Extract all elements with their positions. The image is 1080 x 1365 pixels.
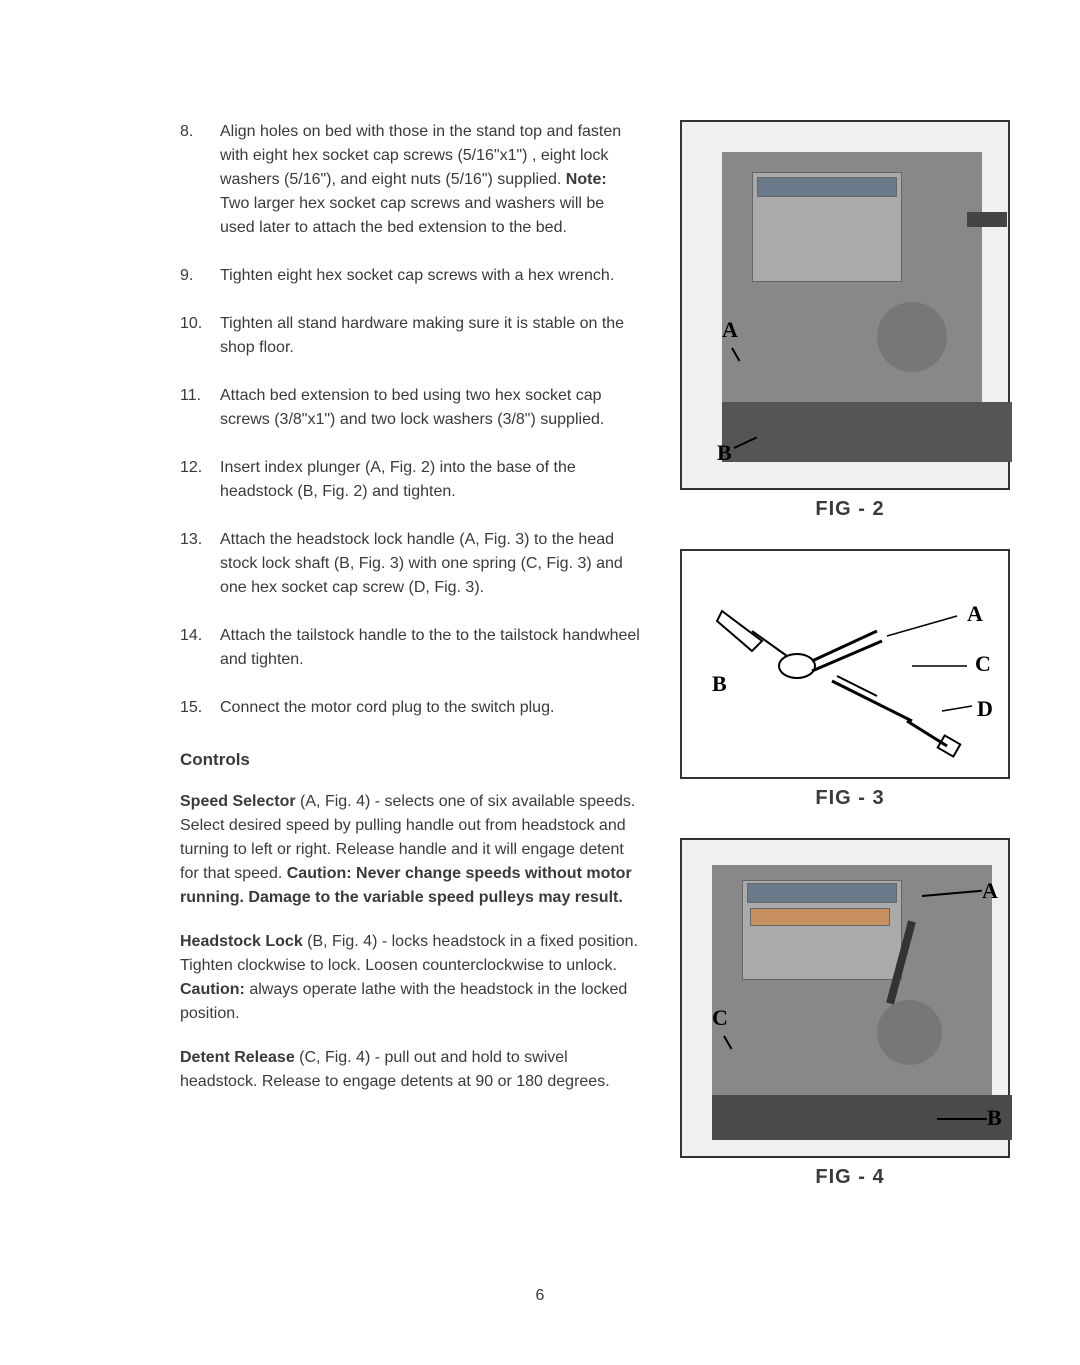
control-paragraph-0: Speed Selector (A, Fig. 4) - selects one… [180,790,640,910]
fig2-label-b: B [717,440,732,466]
fig2-caption: FIG - 2 [680,498,1020,521]
fig3-label-b: B [712,671,727,697]
list-item-12: 12.Insert index plunger (A, Fig. 2) into… [180,456,640,504]
fig3-diagram [682,551,1012,781]
fig3-label-d: D [977,696,993,722]
fig4-caption: FIG - 4 [680,1166,1020,1189]
control-paragraph-2: Detent Release (C, Fig. 4) - pull out an… [180,1046,640,1094]
fig2-label-a: A [722,317,738,343]
controls-paragraphs: Speed Selector (A, Fig. 4) - selects one… [180,790,640,1094]
figure-4: A B C [680,838,1010,1158]
list-item-13: 13.Attach the headstock lock handle (A, … [180,528,640,600]
list-item-11: 11.Attach bed extension to bed using two… [180,384,640,432]
list-number: 13. [180,528,220,600]
right-column: A B FIG - 2 [680,120,1020,1217]
fig4-label-a: A [982,878,998,904]
list-item-15: 15.Connect the motor cord plug to the sw… [180,696,640,720]
figure-3: A B C D [680,549,1010,779]
list-number: 14. [180,624,220,672]
list-number: 12. [180,456,220,504]
list-number: 9. [180,264,220,288]
list-text: Tighten all stand hardware making sure i… [220,312,640,360]
fig3-caption: FIG - 3 [680,787,1020,810]
fig4-label-b: B [987,1105,1002,1131]
figure-4-image: A B C [682,840,1008,1156]
fig4-label-c: C [712,1005,728,1031]
list-item-14: 14.Attach the tailstock handle to the to… [180,624,640,672]
list-item-9: 9.Tighten eight hex socket cap screws wi… [180,264,640,288]
list-number: 15. [180,696,220,720]
list-text: Align holes on bed with those in the sta… [220,120,640,240]
list-number: 8. [180,120,220,240]
list-text: Attach the tailstock handle to the to th… [220,624,640,672]
list-text: Insert index plunger (A, Fig. 2) into th… [220,456,640,504]
left-column: 8.Align holes on bed with those in the s… [180,120,640,1217]
control-paragraph-1: Headstock Lock (B, Fig. 4) - locks heads… [180,930,640,1026]
controls-heading: Controls [180,750,640,770]
list-item-8: 8.Align holes on bed with those in the s… [180,120,640,240]
list-text: Attach bed extension to bed using two he… [220,384,640,432]
list-text: Attach the headstock lock handle (A, Fig… [220,528,640,600]
fig3-label-a: A [967,601,983,627]
list-text: Tighten eight hex socket cap screws with… [220,264,640,288]
figure-2: A B [680,120,1010,490]
page-number: 6 [536,1287,545,1305]
figure-3-image: A B C D [682,551,1008,777]
list-number: 10. [180,312,220,360]
figure-2-image: A B [682,122,1008,488]
list-number: 11. [180,384,220,432]
instruction-list: 8.Align holes on bed with those in the s… [180,120,640,720]
content-area: 8.Align holes on bed with those in the s… [180,120,1020,1217]
fig3-label-c: C [975,651,991,677]
list-item-10: 10.Tighten all stand hardware making sur… [180,312,640,360]
list-text: Connect the motor cord plug to the switc… [220,696,640,720]
